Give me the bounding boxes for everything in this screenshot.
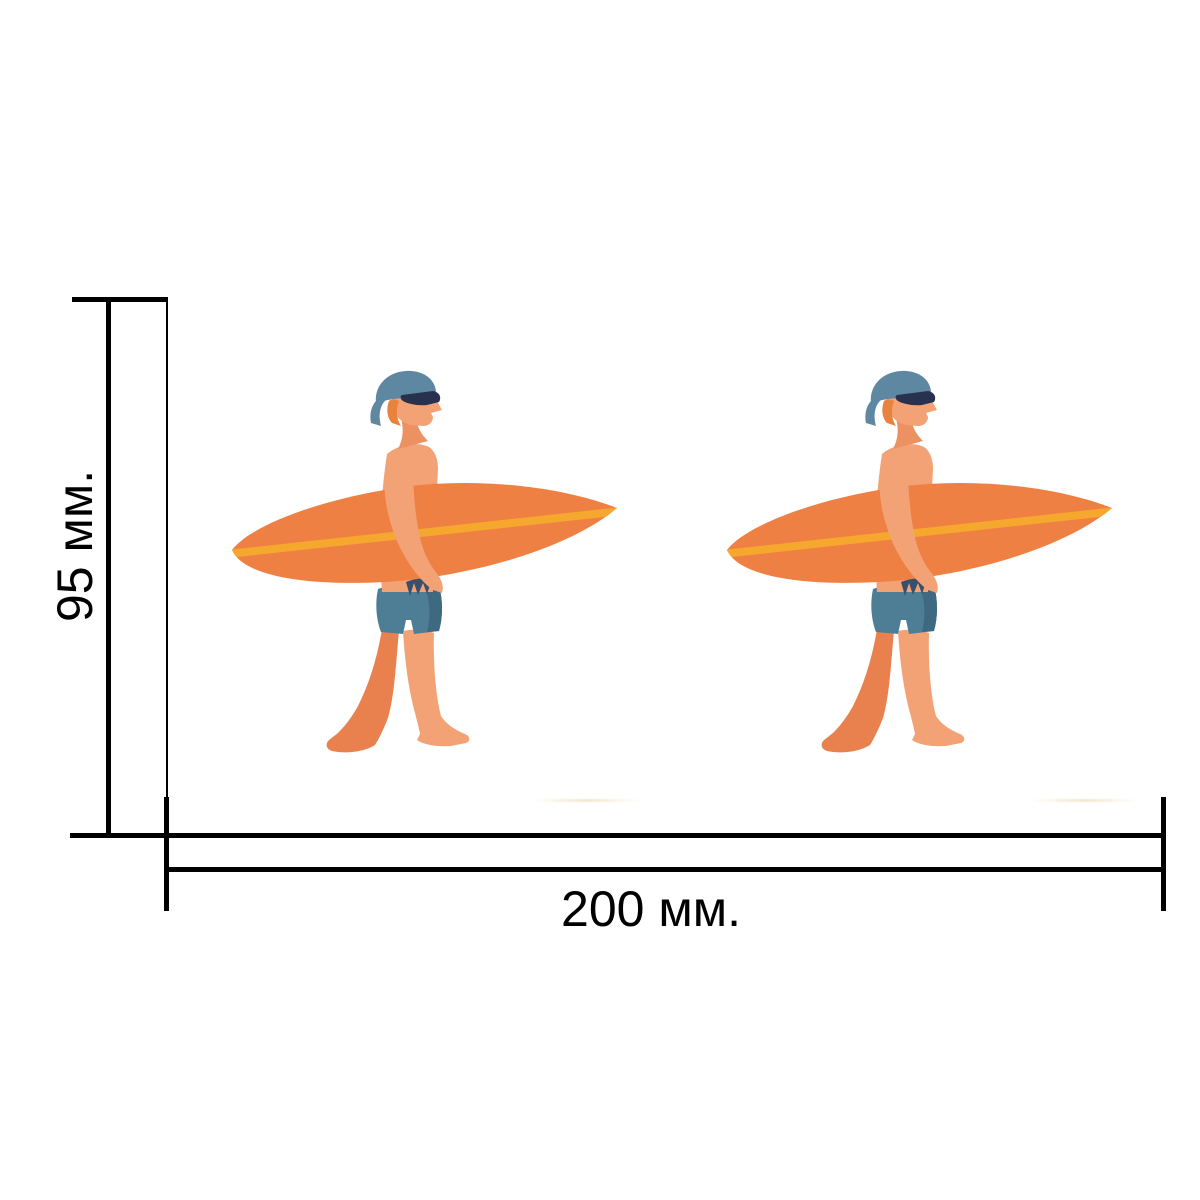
surfer-figure-1 [228, 371, 622, 752]
content-bottom-edge-line [70, 833, 1166, 838]
height-dimension-line [106, 297, 111, 838]
faint-streak-left [533, 799, 641, 802]
faint-streak-right [1030, 799, 1138, 802]
surfer-figure-2 [723, 371, 1117, 752]
height-dimension-top-tick [72, 297, 168, 302]
width-dimension-line [166, 867, 1166, 872]
width-dimension-label: 200 мм. [561, 881, 741, 937]
width-dimension-left-tick [164, 797, 169, 911]
content-left-edge-line [166, 297, 168, 835]
width-dimension-right-tick [1161, 797, 1166, 911]
